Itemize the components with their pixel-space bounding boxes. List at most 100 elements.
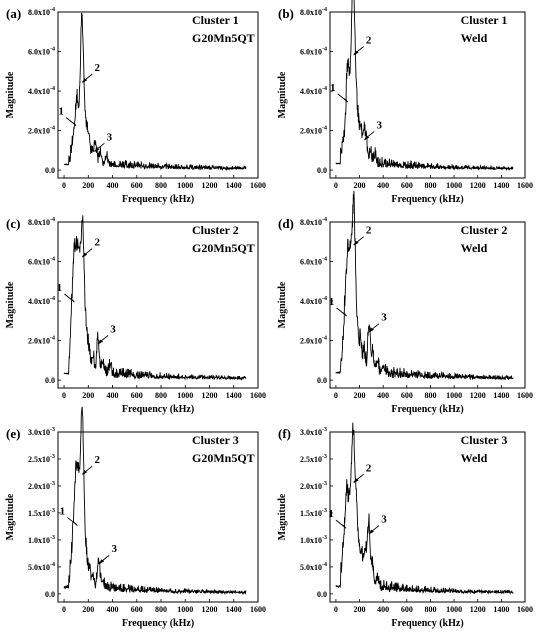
y-tick-value: 6.0x10 xyxy=(28,48,50,57)
peak-label-2: 2 xyxy=(366,462,372,474)
spectrum-line xyxy=(63,406,247,596)
x-axis-title: Frequency (kHz) xyxy=(391,194,463,205)
x-axis-title: Frequency (kHz) xyxy=(122,194,194,205)
y-tick-label: 0.0 xyxy=(317,376,327,385)
x-tick-label: 600 xyxy=(401,391,413,400)
peak-arrow-head xyxy=(342,311,347,317)
cluster-title: Cluster 2 xyxy=(192,223,239,237)
y-tick-value: 4.0x10 xyxy=(300,87,322,96)
y-tick-label: 0.0 xyxy=(45,376,55,385)
peak-label-1: 1 xyxy=(60,505,66,517)
cluster-title: Cluster 1 xyxy=(192,13,239,27)
plot-frame xyxy=(329,431,526,603)
y-axis-title: Magnitude xyxy=(277,281,288,328)
plot-frame xyxy=(57,431,259,603)
y-tick-value: 3.0x10 xyxy=(300,428,322,437)
y-tick-exponent: -4 xyxy=(50,562,55,568)
y-tick-label: 4.0x10-4 xyxy=(28,86,55,96)
panel-label: (e) xyxy=(6,426,20,441)
chart-panel-b: 0 200 400 600 800 1000 1200 1400 16000.02.0x10-4… xyxy=(277,0,533,205)
y-tick-label: 1.0x10-3 xyxy=(300,535,327,545)
peak-arrow-head xyxy=(70,298,75,304)
y-tick-exponent: -3 xyxy=(322,535,327,541)
y-tick-value: 5.0x10 xyxy=(28,563,50,572)
panel-label: (c) xyxy=(6,216,20,231)
x-tick-label: 0 xyxy=(334,605,338,614)
peak-label-3: 3 xyxy=(111,543,117,555)
y-tick-exponent: -4 xyxy=(322,126,327,132)
x-tick-label: 800 xyxy=(424,181,436,190)
y-tick-label: 8.0x10-4 xyxy=(28,217,55,227)
spectrum-line xyxy=(335,422,514,595)
peak-arrow-head xyxy=(353,50,359,56)
y-tick-value: 0.0 xyxy=(45,590,55,599)
x-tick-label: 1200 xyxy=(470,605,486,614)
x-tick-label: 800 xyxy=(424,605,436,614)
material-label: Weld xyxy=(461,241,488,255)
y-tick-label: 6.0x10-4 xyxy=(28,47,55,57)
y-tick-label: 2.0x10-3 xyxy=(300,481,327,491)
x-tick-label: 1000 xyxy=(177,181,193,190)
y-tick-exponent: -3 xyxy=(322,508,327,514)
y-tick-exponent: -4 xyxy=(322,47,327,53)
x-tick-label: 600 xyxy=(131,391,143,400)
y-tick-value: 1.5x10 xyxy=(28,509,50,518)
y-tick-label: 6.0x10-4 xyxy=(300,47,327,57)
y-tick-value: 8.0x10 xyxy=(28,218,50,227)
y-tick-value: 0.0 xyxy=(317,376,327,385)
x-tick-label: 800 xyxy=(155,181,167,190)
y-tick-value: 1.5x10 xyxy=(300,509,322,518)
peak-arrow-head xyxy=(99,559,105,565)
x-tick-label: 1400 xyxy=(226,605,242,614)
y-tick-label: 3.0x10-3 xyxy=(300,427,327,437)
x-tick-label: 1000 xyxy=(446,181,462,190)
y-tick-exponent: -4 xyxy=(322,7,327,13)
y-tick-label: 4.0x10-4 xyxy=(300,296,327,306)
chart-panel-c: 0 200 400 600 800 1000 1200 1400 16000.02.0x10-4… xyxy=(5,215,266,415)
y-tick-exponent: -3 xyxy=(50,508,55,514)
y-tick-value: 8.0x10 xyxy=(300,218,322,227)
x-tick-label: 1400 xyxy=(226,181,242,190)
x-tick-label: 1600 xyxy=(250,605,266,614)
x-tick-label: 400 xyxy=(377,605,389,614)
y-tick-exponent: -4 xyxy=(50,217,55,223)
y-tick-label: 0.0 xyxy=(317,590,327,599)
peak-arrow-head xyxy=(369,529,374,535)
y-tick-value: 1.0x10 xyxy=(28,536,50,545)
y-tick-exponent: -3 xyxy=(322,454,327,460)
y-tick-label: 0.0 xyxy=(45,590,55,599)
plot-frame xyxy=(57,11,259,179)
cluster-title: Cluster 1 xyxy=(461,13,508,27)
y-tick-value: 2.5x10 xyxy=(28,455,50,464)
spectrum-line xyxy=(335,190,514,381)
y-tick-exponent: -4 xyxy=(50,86,55,92)
peak-label-3: 3 xyxy=(110,324,116,336)
x-tick-label: 200 xyxy=(82,181,94,190)
x-tick-label: 0 xyxy=(62,391,66,400)
x-tick-label: 1000 xyxy=(177,605,193,614)
y-tick-exponent: -3 xyxy=(50,481,55,487)
y-tick-exponent: -4 xyxy=(50,7,55,13)
x-axis-title: Frequency (kHz) xyxy=(122,618,194,629)
peak-label-1: 1 xyxy=(330,82,336,94)
peak-arrow-head xyxy=(82,78,88,84)
y-tick-value: 2.0x10 xyxy=(28,127,50,136)
x-tick-label: 1600 xyxy=(517,181,533,190)
peak-arrow-head xyxy=(72,121,77,127)
y-tick-label: 6.0x10-4 xyxy=(28,257,55,267)
y-tick-label: 1.0x10-3 xyxy=(28,535,55,545)
x-tick-label: 600 xyxy=(131,605,143,614)
y-tick-exponent: -4 xyxy=(322,562,327,568)
x-tick-label: 0 xyxy=(62,181,66,190)
y-tick-exponent: -3 xyxy=(322,427,327,433)
material-label: Weld xyxy=(461,31,488,45)
y-tick-label: 0.0 xyxy=(45,166,55,175)
x-tick-label: 1400 xyxy=(493,181,509,190)
plot-frame xyxy=(57,221,259,389)
y-tick-value: 6.0x10 xyxy=(28,258,50,267)
x-tick-label: 1200 xyxy=(202,181,218,190)
peak-label-3: 3 xyxy=(381,312,387,324)
y-tick-label: 4.0x10-4 xyxy=(28,296,55,306)
x-tick-label: 1400 xyxy=(226,391,242,400)
plot-frame xyxy=(329,11,526,179)
